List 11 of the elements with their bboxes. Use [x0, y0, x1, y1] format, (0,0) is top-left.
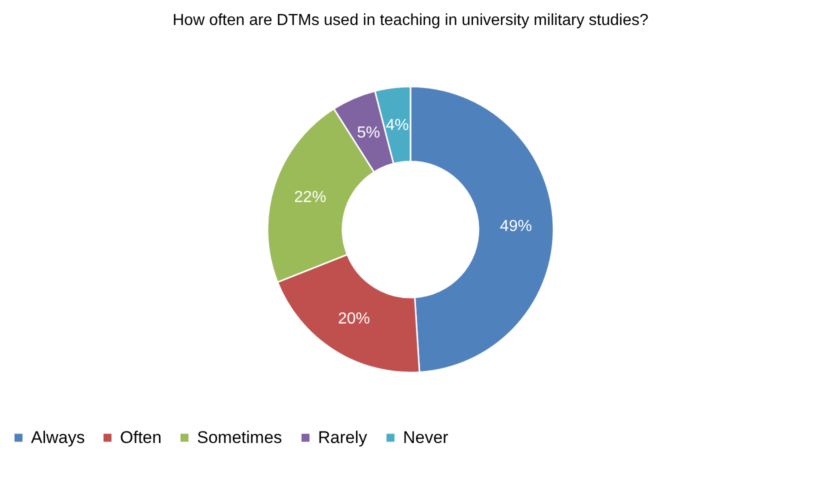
legend-label: Sometimes: [197, 428, 282, 447]
chart-title: How often are DTMs used in teaching in university military studies?: [172, 12, 648, 29]
legend-label: Always: [31, 428, 85, 447]
legend-label: Never: [403, 428, 449, 447]
legend-label: Rarely: [318, 428, 368, 447]
data-label: 22%: [294, 188, 326, 206]
data-label: 4%: [386, 116, 409, 134]
data-label: 49%: [500, 218, 532, 236]
data-label: 5%: [357, 124, 380, 142]
data-label: 20%: [338, 310, 370, 328]
legend-label: Often: [120, 428, 162, 447]
